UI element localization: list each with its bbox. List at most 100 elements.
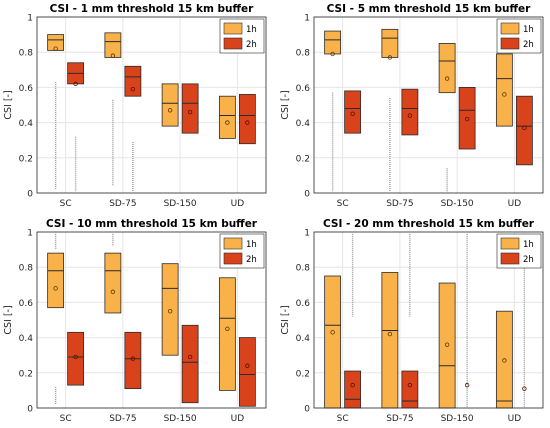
mean-marker xyxy=(110,289,116,295)
legend-label: 2h xyxy=(523,255,534,265)
x-tick-label: SD-150 xyxy=(441,414,474,424)
mean-marker xyxy=(522,386,527,391)
mean-marker xyxy=(245,120,250,125)
legend-swatch xyxy=(223,37,243,50)
legend-swatch xyxy=(500,37,520,50)
chart-panel-3: 0 0.2 0.4 0.6 0.8 1 SC SD-75 SD-150 UD CSI - 10 mm… xyxy=(3,218,267,424)
mean-marker xyxy=(73,354,78,360)
mean-marker xyxy=(444,76,450,81)
mean-marker xyxy=(407,113,413,118)
mean-marker xyxy=(130,356,136,361)
x-tick-label: UD xyxy=(231,199,245,209)
box-2h xyxy=(401,370,419,409)
x-tick-label: SD-150 xyxy=(164,414,197,424)
chart-title: CSI - 5 mm threshold 15 km buffer xyxy=(327,3,532,15)
legend-label: 1h xyxy=(246,240,257,250)
y-tick-label: 0.6 xyxy=(296,299,311,309)
y-tick-label: 0.8 xyxy=(19,264,34,274)
y-tick-label: 0.2 xyxy=(19,154,33,164)
y-tick-label: 0 xyxy=(304,405,310,415)
box-1h xyxy=(438,282,456,409)
y-tick-label: 0 xyxy=(27,405,33,415)
mean-marker xyxy=(225,120,230,125)
box-1h xyxy=(324,30,342,55)
chart-panel-1: 0 0.2 0.4 0.6 0.8 1 SC SD-75 SD-150 UD CSI - 1 mm … xyxy=(3,3,267,209)
y-tick-label: 0.2 xyxy=(296,369,310,379)
mean-marker xyxy=(350,111,355,116)
chart-title: CSI - 1 mm threshold 15 km buffer xyxy=(50,3,255,15)
y-tick-label: 0 xyxy=(304,190,310,200)
mean-marker xyxy=(130,86,136,92)
mean-marker xyxy=(330,51,335,57)
x-tick-label: SD-75 xyxy=(386,414,413,424)
x-tick-label: SC xyxy=(60,414,72,424)
y-tick-label: 1 xyxy=(27,229,33,239)
box-2h xyxy=(238,337,256,407)
chart-panel-2: 0 0.2 0.4 0.6 0.8 1 SC SD-75 SD-150 UD CSI - 5 mm … xyxy=(280,3,544,209)
box-1h xyxy=(495,53,513,127)
box-2h xyxy=(458,87,476,150)
y-tick-label: 0 xyxy=(27,190,33,200)
mean-marker xyxy=(167,309,173,314)
x-tick-label: SD-75 xyxy=(386,199,413,209)
legend-swatch xyxy=(223,22,243,35)
x-tick-label: UD xyxy=(231,414,245,424)
y-axis-label: CSI [-] xyxy=(280,90,291,119)
mean-marker xyxy=(225,326,230,331)
chart-title: CSI - 10 mm threshold 15 km buffer xyxy=(46,218,258,230)
y-axis-label: CSI [-] xyxy=(3,90,14,119)
mean-marker xyxy=(187,354,193,360)
mean-marker xyxy=(522,125,527,131)
mean-marker xyxy=(464,116,470,122)
axes-frame xyxy=(36,16,267,194)
axes-frame xyxy=(313,16,544,194)
mean-marker xyxy=(387,55,393,60)
box-2h xyxy=(181,83,199,134)
box-2h xyxy=(515,95,533,166)
legend-swatch xyxy=(500,237,520,250)
y-tick-label: 0.2 xyxy=(296,154,310,164)
box-2h xyxy=(344,370,362,409)
y-tick-label: 1 xyxy=(27,14,33,24)
box-1h xyxy=(324,275,342,409)
box-1h xyxy=(161,83,179,127)
mean-marker xyxy=(407,382,413,388)
y-tick-label: 0.4 xyxy=(19,119,34,129)
y-tick-label: 0.8 xyxy=(296,264,311,274)
mean-marker xyxy=(187,109,193,115)
y-tick-label: 0.6 xyxy=(19,299,34,309)
box-1h xyxy=(47,34,65,51)
legend-label: 2h xyxy=(523,40,534,50)
mean-marker xyxy=(350,382,355,388)
x-tick-label: SC xyxy=(60,199,72,209)
y-tick-label: 0.4 xyxy=(19,334,34,344)
box-1h xyxy=(438,43,456,94)
x-tick-label: SD-75 xyxy=(109,414,136,424)
mean-marker xyxy=(464,382,470,388)
y-axis-label: CSI [-] xyxy=(280,305,291,334)
box-1h xyxy=(218,277,236,391)
legend-label: 1h xyxy=(523,240,534,250)
box-1h xyxy=(381,272,399,409)
x-tick-label: SD-150 xyxy=(164,199,197,209)
mean-marker xyxy=(53,286,58,291)
box-1h xyxy=(218,95,236,139)
mean-marker xyxy=(110,53,116,58)
axes-frame xyxy=(36,231,267,409)
mean-marker xyxy=(502,92,507,97)
mean-marker xyxy=(245,363,250,368)
y-tick-label: 0.6 xyxy=(296,84,311,94)
y-axis-label: CSI [-] xyxy=(3,305,14,334)
y-tick-label: 0.4 xyxy=(296,334,311,344)
y-tick-label: 0.4 xyxy=(296,119,311,129)
legend-label: 1h xyxy=(523,25,534,35)
x-tick-label: UD xyxy=(508,199,522,209)
legend-swatch xyxy=(500,22,520,35)
mean-marker xyxy=(502,358,507,363)
box-2h xyxy=(124,65,142,97)
chart-panel-4: 0 0.2 0.4 0.6 0.8 1 SC SD-75 SD-150 UD CSI - 20 mm… xyxy=(280,218,544,424)
y-tick-label: 0.8 xyxy=(296,49,311,59)
box-1h xyxy=(47,252,65,309)
x-tick-label: SC xyxy=(337,414,349,424)
mean-marker xyxy=(167,108,173,113)
